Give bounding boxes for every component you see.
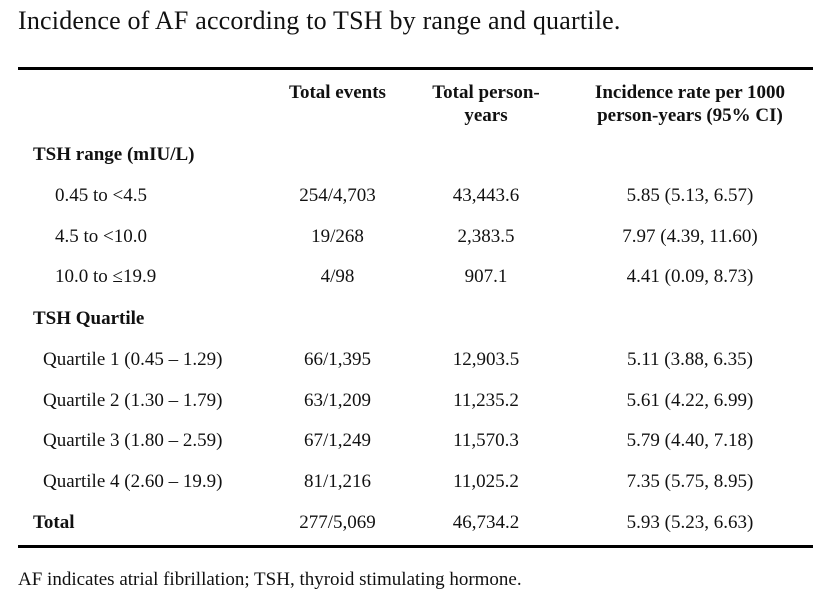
table-row: 4.5 to <10.0 19/268 2,383.5 7.97 (4.39, … — [0, 226, 840, 256]
row-label: 4.5 to <10.0 — [55, 226, 147, 247]
section-row-tsh-quartile: TSH Quartile — [0, 308, 840, 338]
header-total-events-text: Total events — [289, 82, 386, 103]
row-rate: 5.85 (5.13, 6.57) — [626, 185, 754, 206]
header-person-years-line1: Total person- — [432, 82, 540, 103]
row-person-years: 907.1 — [464, 266, 508, 287]
row-events: 4/98 — [320, 266, 355, 287]
row-label: Quartile 1 (0.45 – 1.29) — [43, 349, 223, 370]
table-row: Quartile 2 (1.30 – 1.79) 63/1,209 11,235… — [0, 390, 840, 420]
table-row: Quartile 1 (0.45 – 1.29) 66/1,395 12,903… — [0, 349, 840, 379]
row-events: 254/4,703 — [299, 185, 376, 206]
total-row: Total 277/5,069 46,734.2 5.93 (5.23, 6.6… — [0, 512, 840, 542]
header-total-person-years: Total person- years — [414, 81, 558, 127]
row-person-years: 12,903.5 — [452, 349, 520, 370]
row-rate: 5.61 (4.22, 6.99) — [626, 390, 754, 411]
header-total-events: Total events — [270, 81, 405, 104]
table-title: Incidence of AF according to TSH by rang… — [18, 6, 621, 35]
row-person-years: 43,443.6 — [452, 185, 520, 206]
row-rate: 5.79 (4.40, 7.18) — [626, 430, 754, 451]
row-person-years: 2,383.5 — [457, 226, 515, 247]
table-row: Quartile 3 (1.80 – 2.59) 67/1,249 11,570… — [0, 430, 840, 460]
header-incidence-line2: person-years (95% CI) — [597, 105, 783, 126]
bottom-rule — [18, 545, 813, 548]
row-person-years: 11,235.2 — [453, 390, 519, 411]
row-events: 66/1,395 — [303, 349, 372, 370]
row-label: Quartile 2 (1.30 – 1.79) — [43, 390, 223, 411]
total-label: Total — [33, 512, 75, 533]
row-events: 19/268 — [311, 226, 364, 247]
row-events: 81/1,216 — [303, 471, 372, 492]
total-person-years: 46,734.2 — [452, 512, 520, 533]
table-row: 0.45 to <4.5 254/4,703 43,443.6 5.85 (5.… — [0, 185, 840, 215]
row-person-years: 11,025.2 — [453, 471, 519, 492]
header-person-years-line2: years — [464, 105, 508, 126]
row-label: 10.0 to ≤19.9 — [55, 266, 157, 287]
table-row: Quartile 4 (2.60 – 19.9) 81/1,216 11,025… — [0, 471, 840, 501]
total-rate: 5.93 (5.23, 6.63) — [626, 512, 754, 533]
section-label: TSH range (mIU/L) — [33, 144, 195, 165]
row-rate: 4.41 (0.09, 8.73) — [626, 266, 754, 287]
top-rule — [18, 67, 813, 70]
row-events: 67/1,249 — [303, 430, 372, 451]
row-label: Quartile 4 (2.60 – 19.9) — [43, 471, 223, 492]
section-label: TSH Quartile — [33, 308, 145, 329]
table-row: 10.0 to ≤19.9 4/98 907.1 4.41 (0.09, 8.7… — [0, 266, 840, 296]
footnote: AF indicates atrial fibrillation; TSH, t… — [18, 569, 522, 590]
section-row-tsh-range: TSH range (mIU/L) — [0, 144, 840, 174]
row-label: 0.45 to <4.5 — [55, 185, 147, 206]
row-person-years: 11,570.3 — [453, 430, 519, 451]
row-label: Quartile 3 (1.80 – 2.59) — [43, 430, 223, 451]
row-rate: 5.11 (3.88, 6.35) — [627, 349, 753, 370]
header-incidence-rate: Incidence rate per 1000 person-years (95… — [570, 81, 810, 127]
total-events: 277/5,069 — [299, 512, 376, 533]
header-incidence-line1: Incidence rate per 1000 — [594, 82, 786, 103]
row-events: 63/1,209 — [303, 390, 372, 411]
row-rate: 7.97 (4.39, 11.60) — [622, 226, 758, 247]
row-rate: 7.35 (5.75, 8.95) — [626, 471, 754, 492]
